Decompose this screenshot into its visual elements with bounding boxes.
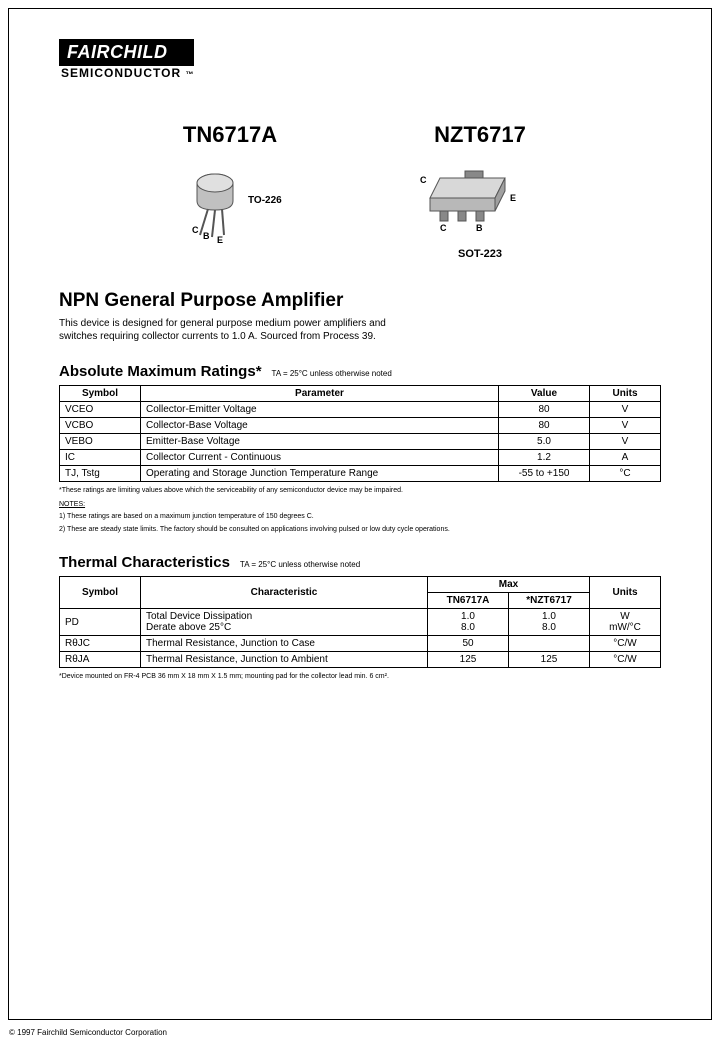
logo-bottom: SEMICONDUCTOR ™ [59,66,194,80]
table-row: VCEOCollector-Emitter Voltage80V [60,402,661,418]
part-nzt6717: NZT6717 C E C B SOT-223 [410,122,550,260]
datasheet-page: TN6717A / NZT6717 FAIRCHILD SEMICONDUCTO… [8,8,712,1020]
table-row: RθJCThermal Resistance, Junction to Case… [60,636,661,652]
table-header-row: Symbol Parameter Value Units [60,386,661,402]
amr-heading: Absolute Maximum Ratings*TA = 25°C unles… [59,363,661,380]
svg-text:C: C [192,225,199,235]
table-row: ICCollector Current - Continuous1.2A [60,450,661,466]
amr-table: Symbol Parameter Value Units VCEOCollect… [59,385,661,482]
to226-icon: C B E TO-226 [170,163,290,243]
logo: FAIRCHILD SEMICONDUCTOR ™ [59,39,194,80]
parts-row: TN6717A C B E TO-226 NZT6717 [59,122,661,260]
notes-header: NOTES: [59,501,661,508]
part-name: TN6717A [170,122,290,148]
svg-text:E: E [510,193,516,203]
thermal-footnote: *Device mounted on FR-4 PCB 36 mm X 18 m… [59,672,661,681]
svg-text:TO-226: TO-226 [248,195,282,206]
svg-text:E: E [217,235,223,243]
svg-text:C: C [420,175,427,185]
table-row: VEBOEmitter-Base Voltage5.0V [60,434,661,450]
note-1: 1) These ratings are based on a maximum … [59,512,661,521]
svg-text:B: B [476,223,483,233]
table-row: VCBOCollector-Base Voltage80V [60,418,661,434]
part-name: NZT6717 [410,122,550,148]
table-row: RθJAThermal Resistance, Junction to Ambi… [60,652,661,668]
thermal-heading: Thermal CharacteristicsTA = 25°C unless … [59,554,661,571]
table-row: PDTotal Device Dissipation Derate above … [60,609,661,636]
thermal-table: Symbol Characteristic Max Units TN6717A … [59,576,661,668]
device-title: NPN General Purpose Amplifier [59,290,661,312]
note-2: 2) These are steady state limits. The fa… [59,525,661,534]
table-row: TJ, TstgOperating and Storage Junction T… [60,466,661,482]
amr-footnote: *These ratings are limiting values above… [59,486,661,495]
sot223-icon: C E C B [410,163,550,243]
copyright: © 1997 Fairchild Semiconductor Corporati… [9,1028,167,1037]
package-label: SOT-223 [410,248,550,260]
svg-text:C: C [440,223,447,233]
svg-text:B: B [203,231,210,241]
device-description: This device is designed for general purp… [59,317,419,343]
table-header-row: Symbol Characteristic Max Units [60,577,661,593]
logo-top: FAIRCHILD [59,39,194,66]
part-tn6717a: TN6717A C B E TO-226 [170,122,290,260]
